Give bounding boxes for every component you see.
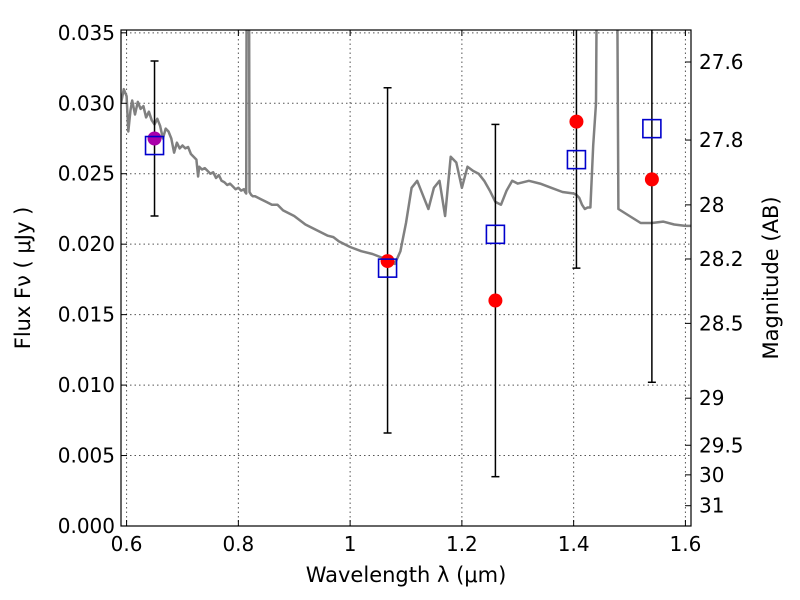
x-tick-label: 1.6	[670, 532, 702, 556]
magnitude-tick-label: 29.5	[699, 433, 744, 457]
observed-flux-point	[488, 293, 503, 308]
magnitude-axis-title: Magnitude (AB)	[759, 196, 783, 359]
plot-frame	[120, 29, 692, 527]
x-tick-label: 1	[344, 532, 357, 556]
model-photometry-points	[144, 118, 662, 278]
y-axis-title: Flux Fν ( μJy )	[11, 207, 35, 350]
magnitude-tick-label: 31	[699, 494, 724, 518]
magnitude-tick-label: 27.8	[699, 128, 744, 152]
x-axis-title: Wavelength λ (μm)	[306, 563, 507, 587]
y-tick-label: 0.015	[58, 303, 115, 327]
magnitude-tick-label: 28.2	[699, 247, 744, 271]
y-tick-label: 0.000	[58, 514, 115, 538]
y-tick-label: 0.005	[58, 444, 115, 468]
magnitude-tick-label: 29	[699, 386, 724, 410]
observed-flux-point	[569, 114, 584, 129]
x-tick-label: 0.6	[111, 532, 143, 556]
y-tick-label: 0.035	[58, 21, 115, 45]
y-tick-labels: 0.000 0.005 0.010 0.015 0.020 0.025 0.030 0.035	[58, 21, 115, 538]
magnitude-tick-label: 30	[699, 463, 724, 487]
model-photometry-square	[566, 149, 587, 170]
observed-flux-point	[380, 254, 395, 269]
plot-background	[121, 30, 691, 526]
x-tick-labels: 0.6 0.8 1 1.2 1.4 1.6	[111, 532, 702, 556]
observed-flux-point	[644, 172, 659, 187]
y-tick-label: 0.010	[58, 373, 115, 397]
model-photometry-square	[485, 224, 506, 245]
x-tick-label: 1.2	[446, 532, 478, 556]
magnitude-tick-labels: 27.6 27.8 28 28.2 28.5 29 29.5 30 31	[699, 50, 744, 518]
plot-area	[121, 30, 691, 478]
model-photometry-square	[144, 135, 165, 156]
y-tick-label: 0.025	[58, 162, 115, 186]
magnitude-tick-label: 28	[699, 193, 724, 217]
magnitude-tick-label: 28.5	[699, 311, 744, 335]
y-tick-label: 0.020	[58, 232, 115, 256]
observed-points	[147, 114, 659, 308]
magnitude-tick-label: 27.6	[699, 50, 744, 74]
observed-flux-point	[147, 131, 162, 146]
model-photometry-square	[642, 118, 662, 139]
x-tick-label: 0.8	[222, 532, 254, 556]
y-tick-label: 0.030	[58, 91, 115, 115]
x-tick-label: 1.4	[558, 532, 590, 556]
axis-ticks	[121, 30, 691, 527]
model-photometry-square	[377, 258, 398, 278]
